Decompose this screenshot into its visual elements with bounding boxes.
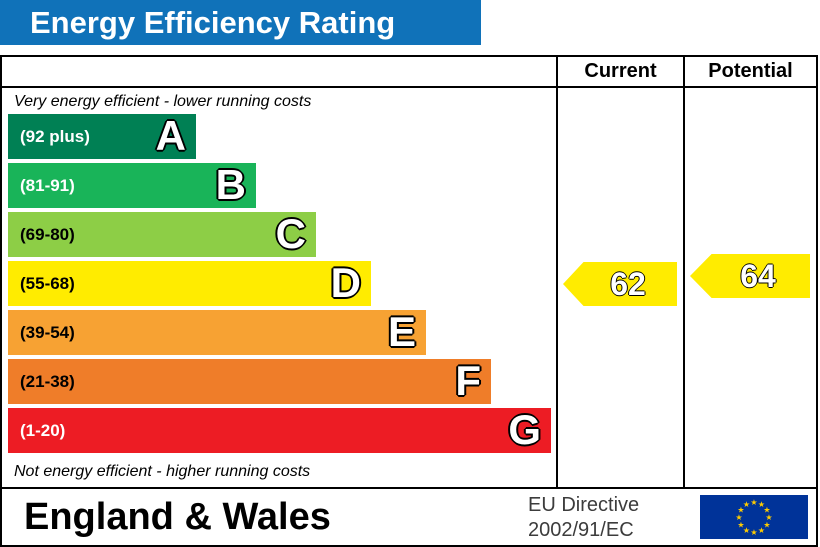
footer bbox=[0, 487, 818, 547]
band-c: (69-80) C bbox=[8, 212, 316, 257]
svg-text:★: ★ bbox=[750, 498, 757, 507]
band-b-range: (81-91) bbox=[20, 176, 75, 195]
band-g: (1-20) G bbox=[8, 408, 551, 453]
current-rating-arrow: 62 bbox=[563, 262, 677, 306]
potential-rating-value: 64 bbox=[740, 258, 776, 294]
region-title: England & Wales bbox=[24, 496, 331, 538]
band-f-letter: F bbox=[455, 357, 481, 404]
band-f-range: (21-38) bbox=[20, 372, 75, 391]
band-g-range: (1-20) bbox=[20, 421, 66, 440]
potential-rating-arrow: 64 bbox=[690, 254, 810, 298]
svg-text:★: ★ bbox=[750, 528, 757, 537]
band-e: (39-54) E bbox=[8, 310, 426, 355]
caption-efficient: Very energy efficient - lower running co… bbox=[14, 93, 312, 110]
band-e-letter: E bbox=[387, 308, 416, 355]
eu-directive-text: EU Directive 2002/91/EC bbox=[528, 493, 639, 543]
band-a-range: (92 plus) bbox=[20, 127, 90, 146]
band-e-range: (39-54) bbox=[20, 323, 75, 342]
band-d: (55-68) D bbox=[8, 261, 371, 306]
eu-directive-line2: 2002/91/EC bbox=[528, 519, 634, 541]
band-d-range: (55-68) bbox=[20, 274, 75, 293]
band-f: (21-38) F bbox=[8, 359, 491, 404]
eu-directive-line1: EU Directive bbox=[528, 494, 640, 516]
column-divider-potential bbox=[683, 55, 685, 489]
caption-inefficient: Not energy efficient - higher running co… bbox=[14, 463, 311, 480]
svg-text:★: ★ bbox=[743, 526, 750, 535]
column-header-potential: Potential bbox=[708, 60, 793, 82]
band-d-letter: D bbox=[330, 259, 361, 306]
band-b: (81-91) B bbox=[8, 163, 256, 208]
svg-text:★: ★ bbox=[737, 506, 744, 515]
svg-text:★: ★ bbox=[765, 513, 772, 522]
svg-text:★: ★ bbox=[763, 506, 770, 515]
band-b-letter: B bbox=[215, 161, 246, 208]
svg-text:★: ★ bbox=[743, 500, 750, 509]
column-divider-current bbox=[556, 55, 558, 489]
eu-flag-icon: ★ ★ ★ ★ ★ ★ ★ ★ ★ ★ ★ ★ bbox=[700, 495, 808, 539]
band-a: (92 plus) A bbox=[8, 114, 196, 159]
svg-text:★: ★ bbox=[737, 521, 744, 530]
band-c-range: (69-80) bbox=[20, 225, 75, 244]
svg-text:★: ★ bbox=[735, 513, 742, 522]
current-rating-value: 62 bbox=[610, 266, 646, 302]
svg-text:★: ★ bbox=[758, 526, 765, 535]
band-a-letter: A bbox=[155, 112, 186, 159]
column-header-current: Current bbox=[584, 60, 657, 82]
band-g-letter: G bbox=[508, 406, 541, 453]
svg-text:★: ★ bbox=[758, 500, 765, 509]
header-row-divider bbox=[0, 86, 818, 88]
page-title: Energy Efficiency Rating bbox=[0, 0, 481, 45]
svg-text:★: ★ bbox=[763, 521, 770, 530]
band-c-letter: C bbox=[275, 210, 306, 257]
